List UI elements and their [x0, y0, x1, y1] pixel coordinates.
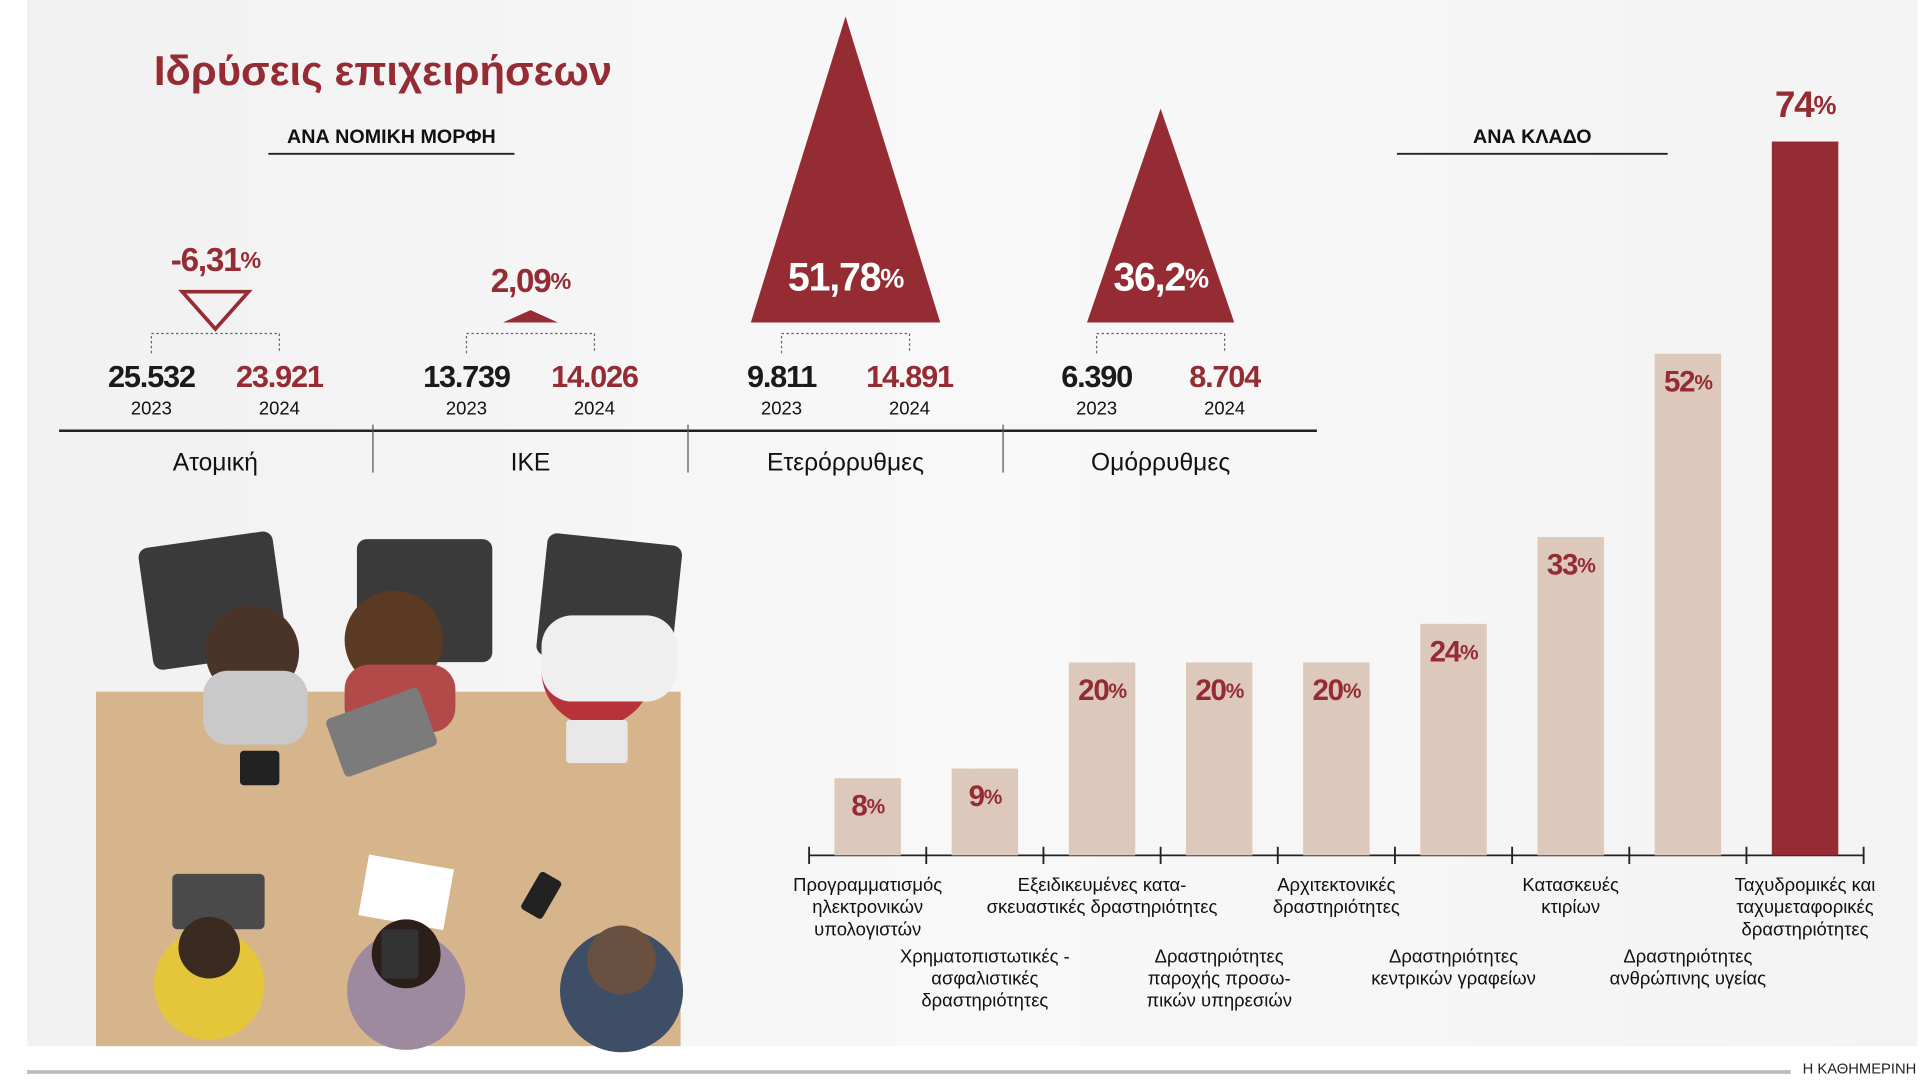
bar-value-label: 20% — [1195, 674, 1244, 707]
category-label: Δραστηριότητες — [1623, 945, 1752, 966]
category-label: παροχής προσω- — [1148, 968, 1291, 989]
photo — [96, 531, 684, 1053]
subtitle: ΑΝΑ ΝΟΜΙΚΗ ΜΟΡΦΗ — [287, 126, 496, 148]
bar-value-label: 74% — [1775, 84, 1837, 125]
bar — [1185, 662, 1253, 856]
year-label: 2023 — [761, 398, 802, 419]
bar — [1303, 662, 1370, 856]
category-label: Αρχιτεκτονικές — [1277, 874, 1395, 895]
bar-value-label: 20% — [1078, 674, 1127, 707]
change-label: -6,31% — [171, 242, 262, 279]
bar — [1771, 141, 1839, 856]
category-label: κεντρικών γραφείων — [1371, 968, 1536, 989]
bar-value-label: 9% — [969, 780, 1003, 813]
value-label: 9.811 — [747, 359, 817, 394]
bar-value-label: 8% — [851, 790, 885, 823]
year-label: 2023 — [1076, 398, 1117, 419]
category-label: κτιρίων — [1541, 896, 1600, 917]
change-triangle — [178, 289, 253, 332]
bracket — [150, 332, 280, 354]
value-label: 25.532 — [108, 359, 195, 394]
category-label: Κατασκευές — [1522, 874, 1619, 895]
bar — [1420, 623, 1487, 856]
bracket — [1096, 332, 1226, 354]
year-label: 2024 — [1204, 398, 1245, 419]
value-label: 23.921 — [236, 359, 324, 394]
year-label: 2023 — [446, 398, 487, 419]
category-label: Ομόρρυθμες — [1091, 450, 1230, 477]
change-label: 36,2% — [1113, 256, 1209, 300]
bar — [1537, 537, 1604, 856]
bracket — [465, 332, 596, 354]
value-label: 14.026 — [551, 359, 638, 394]
category-label: Χρηματοπιστωτικές - — [900, 945, 1070, 966]
category-label: ανθρώπινης υγείας — [1610, 968, 1766, 989]
category-label: Ατομική — [173, 450, 258, 477]
category-label: δραστηριότητες — [1273, 896, 1400, 917]
bar — [834, 778, 901, 856]
bar-value-label: 52% — [1664, 365, 1713, 398]
year-label: 2024 — [889, 398, 930, 419]
value-label: 8.704 — [1189, 359, 1261, 394]
bar-value-label: 20% — [1313, 674, 1362, 707]
change-triangle — [503, 310, 558, 323]
category-label: Ταχυδρομικές και — [1735, 874, 1876, 895]
category-label: υπολογιστών — [814, 918, 921, 939]
category-label: Προγραμματισμός — [793, 874, 942, 895]
bracket — [780, 332, 911, 354]
category-label: δραστηριότητες — [1742, 918, 1869, 939]
year-label: 2024 — [574, 398, 615, 419]
bar — [1068, 662, 1136, 856]
source: Η ΚΑΘΗΜΕΡΙΝΗ — [1803, 1061, 1917, 1077]
value-label: 14.891 — [866, 359, 954, 394]
year-label: 2024 — [259, 398, 300, 419]
category-label: ΙΚΕ — [511, 450, 551, 477]
category-label: Δραστηριότητες — [1389, 945, 1518, 966]
category-label: δραστηριότητες — [921, 990, 1048, 1011]
change-triangle — [750, 16, 941, 323]
category-label: πικών υπηρεσιών — [1146, 990, 1292, 1011]
category-label: ηλεκτρονικών — [812, 896, 923, 917]
subtitle: ΑΝΑ ΚΛΑΔΟ — [1473, 126, 1592, 148]
value-label: 13.739 — [423, 359, 510, 394]
value-label: 6.390 — [1061, 359, 1132, 394]
category-label: Δραστηριότητες — [1155, 945, 1284, 966]
change-label: 2,09% — [491, 263, 572, 300]
title: Ιδρύσεις επιχειρήσεων — [154, 47, 612, 94]
category-label: Ετερόρρυθμες — [767, 450, 924, 477]
change-label: 51,78% — [788, 256, 904, 300]
category-label: σκευαστικές δραστηριότητες — [987, 896, 1218, 917]
bar-value-label: 33% — [1547, 548, 1596, 581]
category-label: ταχυμεταφορικές — [1736, 896, 1873, 917]
bar — [1654, 353, 1722, 856]
change-triangle — [1086, 108, 1235, 323]
category-label: ασφαλιστικές — [931, 968, 1038, 989]
category-label: Εξειδικευμένες κατα- — [1018, 874, 1187, 895]
bar-value-label: 24% — [1430, 635, 1479, 668]
year-label: 2023 — [131, 398, 172, 419]
bar — [951, 768, 1019, 856]
